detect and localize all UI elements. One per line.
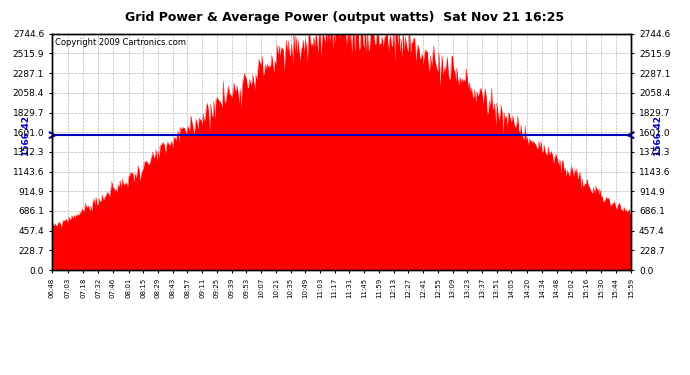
Text: Copyright 2009 Cartronics.com: Copyright 2009 Cartronics.com xyxy=(55,39,186,48)
Text: 1566.42: 1566.42 xyxy=(653,115,662,156)
Text: 1566.42: 1566.42 xyxy=(21,115,30,156)
Text: Grid Power & Average Power (output watts)  Sat Nov 21 16:25: Grid Power & Average Power (output watts… xyxy=(126,11,564,24)
